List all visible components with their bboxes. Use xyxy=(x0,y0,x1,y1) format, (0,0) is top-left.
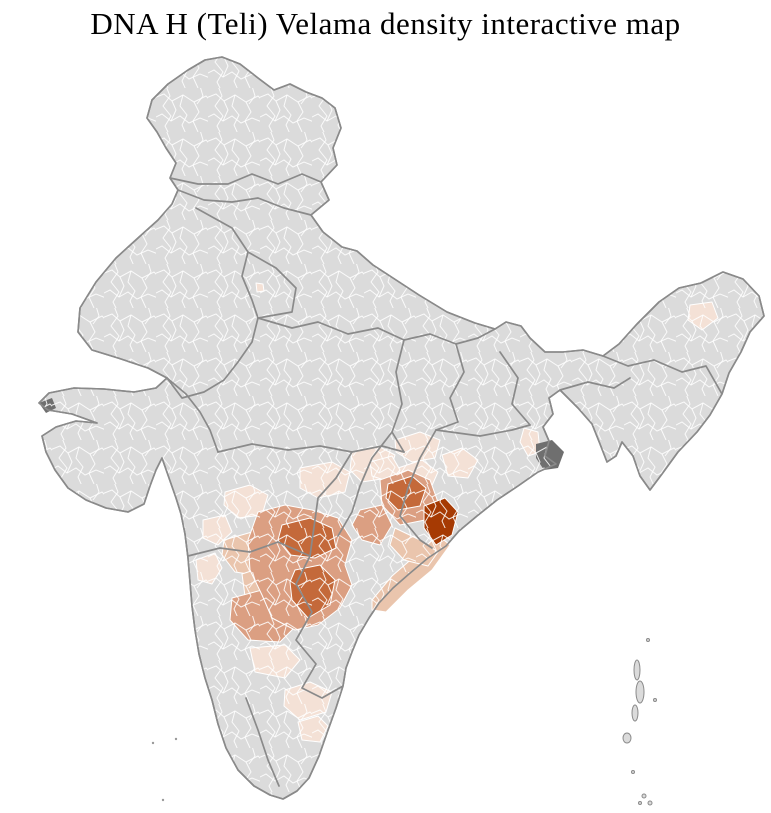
state-borders xyxy=(166,173,723,787)
lakshadweep-islands xyxy=(151,737,178,802)
map-title: DNA H (Teli) Velama density interactive … xyxy=(90,6,681,41)
andaman-nicobar-islands xyxy=(622,638,657,806)
district-boundaries-mesh xyxy=(39,57,764,799)
